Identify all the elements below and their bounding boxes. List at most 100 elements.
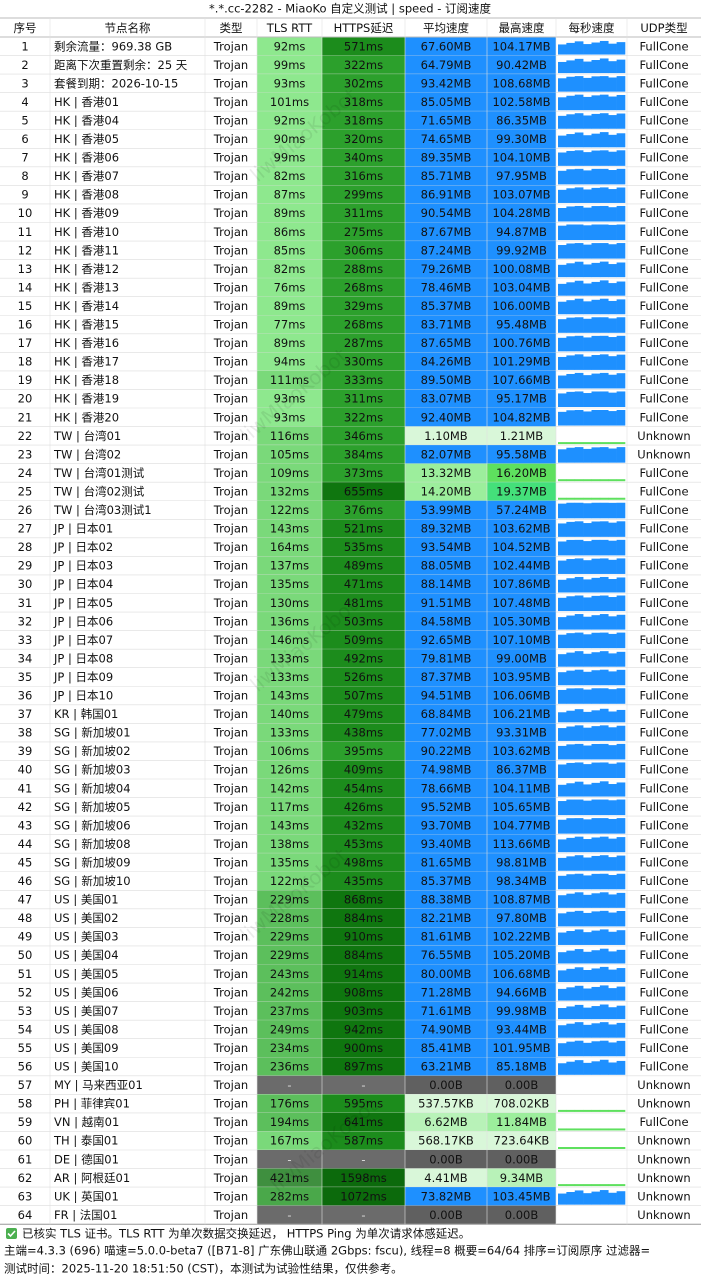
column-header: 每秒速度 bbox=[569, 21, 615, 35]
sparkline-bar bbox=[583, 711, 592, 723]
sparkline-bar bbox=[599, 669, 609, 686]
max-speed-cell bbox=[487, 927, 556, 946]
https-cell bbox=[322, 1168, 405, 1188]
avg-speed: 85.37MB bbox=[421, 874, 472, 888]
tls-rtt: 87ms bbox=[274, 188, 306, 202]
sparkline-bar bbox=[599, 762, 609, 778]
https-delay: 884ms bbox=[344, 948, 383, 962]
https-delay: 942ms bbox=[344, 1022, 383, 1036]
node-name: HK | 香港11 bbox=[54, 243, 119, 257]
tls-rtt: 167ms bbox=[270, 1134, 309, 1148]
node-name: TW | 台湾01 bbox=[53, 429, 121, 443]
https-delay: 373ms bbox=[344, 466, 383, 480]
https-delay: 507ms bbox=[344, 689, 383, 703]
https-cell bbox=[322, 129, 405, 149]
sparkline-bar bbox=[574, 497, 584, 500]
sparkline-bar bbox=[583, 1024, 592, 1038]
avg-speed-cell bbox=[405, 1205, 487, 1225]
tls-rtt: 101ms bbox=[270, 95, 309, 109]
sparkline-bar bbox=[558, 819, 567, 834]
row-index: 36 bbox=[18, 689, 33, 703]
sparkline-bar bbox=[566, 497, 576, 500]
udp-type: FullCone bbox=[639, 633, 688, 647]
sparkline-bar bbox=[566, 76, 576, 92]
row-index: 44 bbox=[18, 837, 33, 851]
max-speed-cell bbox=[487, 964, 556, 984]
tls-rtt: 229ms bbox=[270, 893, 309, 907]
max-speed: 104.28MB bbox=[492, 206, 550, 220]
sparkline-bar bbox=[558, 672, 567, 686]
node-name: SG | 新加坡08 bbox=[54, 837, 131, 851]
https-cell bbox=[322, 890, 405, 909]
sparkline-bar bbox=[583, 207, 592, 222]
max-speed: 106.06MB bbox=[492, 689, 550, 703]
https-cell bbox=[322, 927, 405, 946]
sparkline-bar bbox=[591, 893, 601, 908]
node-name: JP | 日本01 bbox=[53, 522, 113, 536]
max-speed-cell bbox=[487, 797, 556, 817]
sparkline-bar bbox=[608, 931, 617, 945]
avg-speed-cell bbox=[405, 667, 487, 687]
avg-speed: 89.35MB bbox=[421, 151, 472, 165]
https-cell bbox=[322, 908, 405, 928]
udp-type: FullCone bbox=[639, 559, 688, 573]
node-type: Trojan bbox=[213, 800, 248, 814]
avg-speed-cell bbox=[405, 853, 487, 872]
max-speed: 103.95MB bbox=[492, 670, 550, 684]
sparkline-bar bbox=[608, 189, 617, 203]
https-delay: 311ms bbox=[344, 206, 383, 220]
sparkline-bar bbox=[591, 837, 601, 853]
avg-speed-cell bbox=[405, 1038, 487, 1058]
avg-speed-cell bbox=[405, 556, 487, 575]
udp-type: Unknown bbox=[637, 1097, 690, 1111]
node-type: Trojan bbox=[213, 1078, 248, 1092]
tls-cell bbox=[257, 148, 322, 167]
sparkline-bar bbox=[558, 857, 567, 871]
sparkline-bar bbox=[574, 892, 584, 908]
sparkline-bar bbox=[566, 224, 576, 241]
sparkline-bar bbox=[558, 1128, 567, 1131]
row-index: 62 bbox=[18, 1171, 33, 1185]
tls-rtt: 234ms bbox=[270, 1041, 309, 1055]
sparkline-bar bbox=[599, 632, 609, 649]
https-cell bbox=[322, 482, 405, 501]
sparkline-bar bbox=[591, 60, 601, 74]
tls-cell bbox=[257, 723, 322, 742]
sparkline-bar bbox=[558, 356, 567, 370]
max-speed-cell bbox=[487, 333, 556, 353]
avg-speed: 80.00MB bbox=[421, 967, 472, 981]
https-delay: 329ms bbox=[344, 299, 383, 313]
sparkline-bar bbox=[558, 1184, 567, 1187]
sparkline-bar bbox=[591, 968, 601, 983]
max-speed: 97.80MB bbox=[496, 911, 547, 925]
tls-cell bbox=[257, 1205, 322, 1225]
node-type: Trojan bbox=[213, 466, 248, 480]
sparkline-bar bbox=[616, 1022, 626, 1038]
row-index: 9 bbox=[21, 188, 28, 202]
avg-speed: 88.14MB bbox=[421, 577, 472, 591]
sparkline-bar bbox=[566, 596, 576, 612]
sparkline-bar bbox=[558, 301, 567, 315]
sparkline-bar bbox=[591, 558, 601, 574]
sparkline-bar bbox=[608, 224, 617, 241]
max-speed: 104.77MB bbox=[492, 818, 550, 832]
https-cell bbox=[322, 203, 405, 223]
max-speed: 106.00MB bbox=[492, 299, 550, 313]
sparkline-bar bbox=[616, 1005, 626, 1020]
sparkline-bar bbox=[608, 1109, 617, 1112]
udp-type: FullCone bbox=[639, 225, 688, 239]
sparkline-bar bbox=[566, 874, 576, 890]
node-name: SG | 新加坡10 bbox=[54, 874, 131, 888]
max-speed: 95.17MB bbox=[496, 392, 547, 406]
sparkline-bar bbox=[608, 1184, 617, 1187]
max-speed: 95.58MB bbox=[496, 447, 547, 461]
https-cell bbox=[322, 278, 405, 297]
tls-rtt: 93ms bbox=[274, 76, 306, 90]
https-cell bbox=[322, 556, 405, 575]
sparkline-bar bbox=[574, 539, 584, 556]
tls-cell bbox=[257, 983, 322, 1002]
sparkline-bar bbox=[608, 1147, 617, 1149]
sparkline-bar bbox=[574, 243, 584, 259]
avg-speed: 67.60MB bbox=[421, 39, 472, 53]
sparkline-bar bbox=[616, 1191, 626, 1205]
